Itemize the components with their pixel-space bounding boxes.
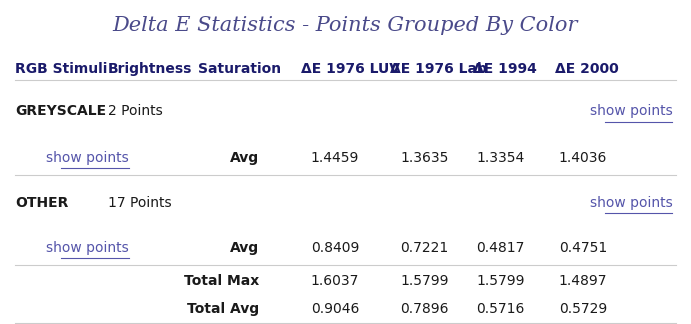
Text: 17 Points: 17 Points (108, 196, 171, 210)
Text: 1.4897: 1.4897 (558, 274, 607, 288)
Text: ΔE 1976 Lab: ΔE 1976 Lab (390, 63, 487, 76)
Text: 1.6037: 1.6037 (311, 274, 359, 288)
Text: ΔE 1994: ΔE 1994 (473, 63, 537, 76)
Text: RGB Stimuli: RGB Stimuli (15, 63, 108, 76)
Text: 0.5716: 0.5716 (476, 302, 524, 316)
Text: 1.4459: 1.4459 (311, 151, 359, 165)
Text: GREYSCALE: GREYSCALE (15, 104, 106, 118)
Text: Delta E Statistics - Points Grouped By Color: Delta E Statistics - Points Grouped By C… (113, 16, 578, 35)
Text: 0.4817: 0.4817 (476, 241, 524, 255)
Text: 0.8409: 0.8409 (311, 241, 359, 255)
Text: 1.5799: 1.5799 (476, 274, 524, 288)
Text: Saturation: Saturation (198, 63, 281, 76)
Text: show points: show points (46, 241, 129, 255)
Text: 0.9046: 0.9046 (311, 302, 359, 316)
Text: 0.5729: 0.5729 (559, 302, 607, 316)
Text: show points: show points (46, 151, 129, 165)
Text: 1.5799: 1.5799 (400, 274, 448, 288)
Text: 1.3635: 1.3635 (400, 151, 448, 165)
Text: Avg: Avg (230, 241, 260, 255)
Text: Brightness: Brightness (108, 63, 192, 76)
Text: show points: show points (589, 196, 672, 210)
Text: ΔE 1976 LUV: ΔE 1976 LUV (301, 63, 400, 76)
Text: Avg: Avg (230, 151, 260, 165)
Text: 1.4036: 1.4036 (558, 151, 607, 165)
Text: 0.7221: 0.7221 (401, 241, 448, 255)
Text: 0.7896: 0.7896 (400, 302, 448, 316)
Text: 1.3354: 1.3354 (476, 151, 524, 165)
Text: Total Avg: Total Avg (187, 302, 260, 316)
Text: 0.4751: 0.4751 (559, 241, 607, 255)
Text: OTHER: OTHER (15, 196, 68, 210)
Text: ΔE 2000: ΔE 2000 (556, 63, 619, 76)
Text: show points: show points (589, 104, 672, 118)
Text: 2 Points: 2 Points (108, 104, 163, 118)
Text: Total Max: Total Max (184, 274, 260, 288)
